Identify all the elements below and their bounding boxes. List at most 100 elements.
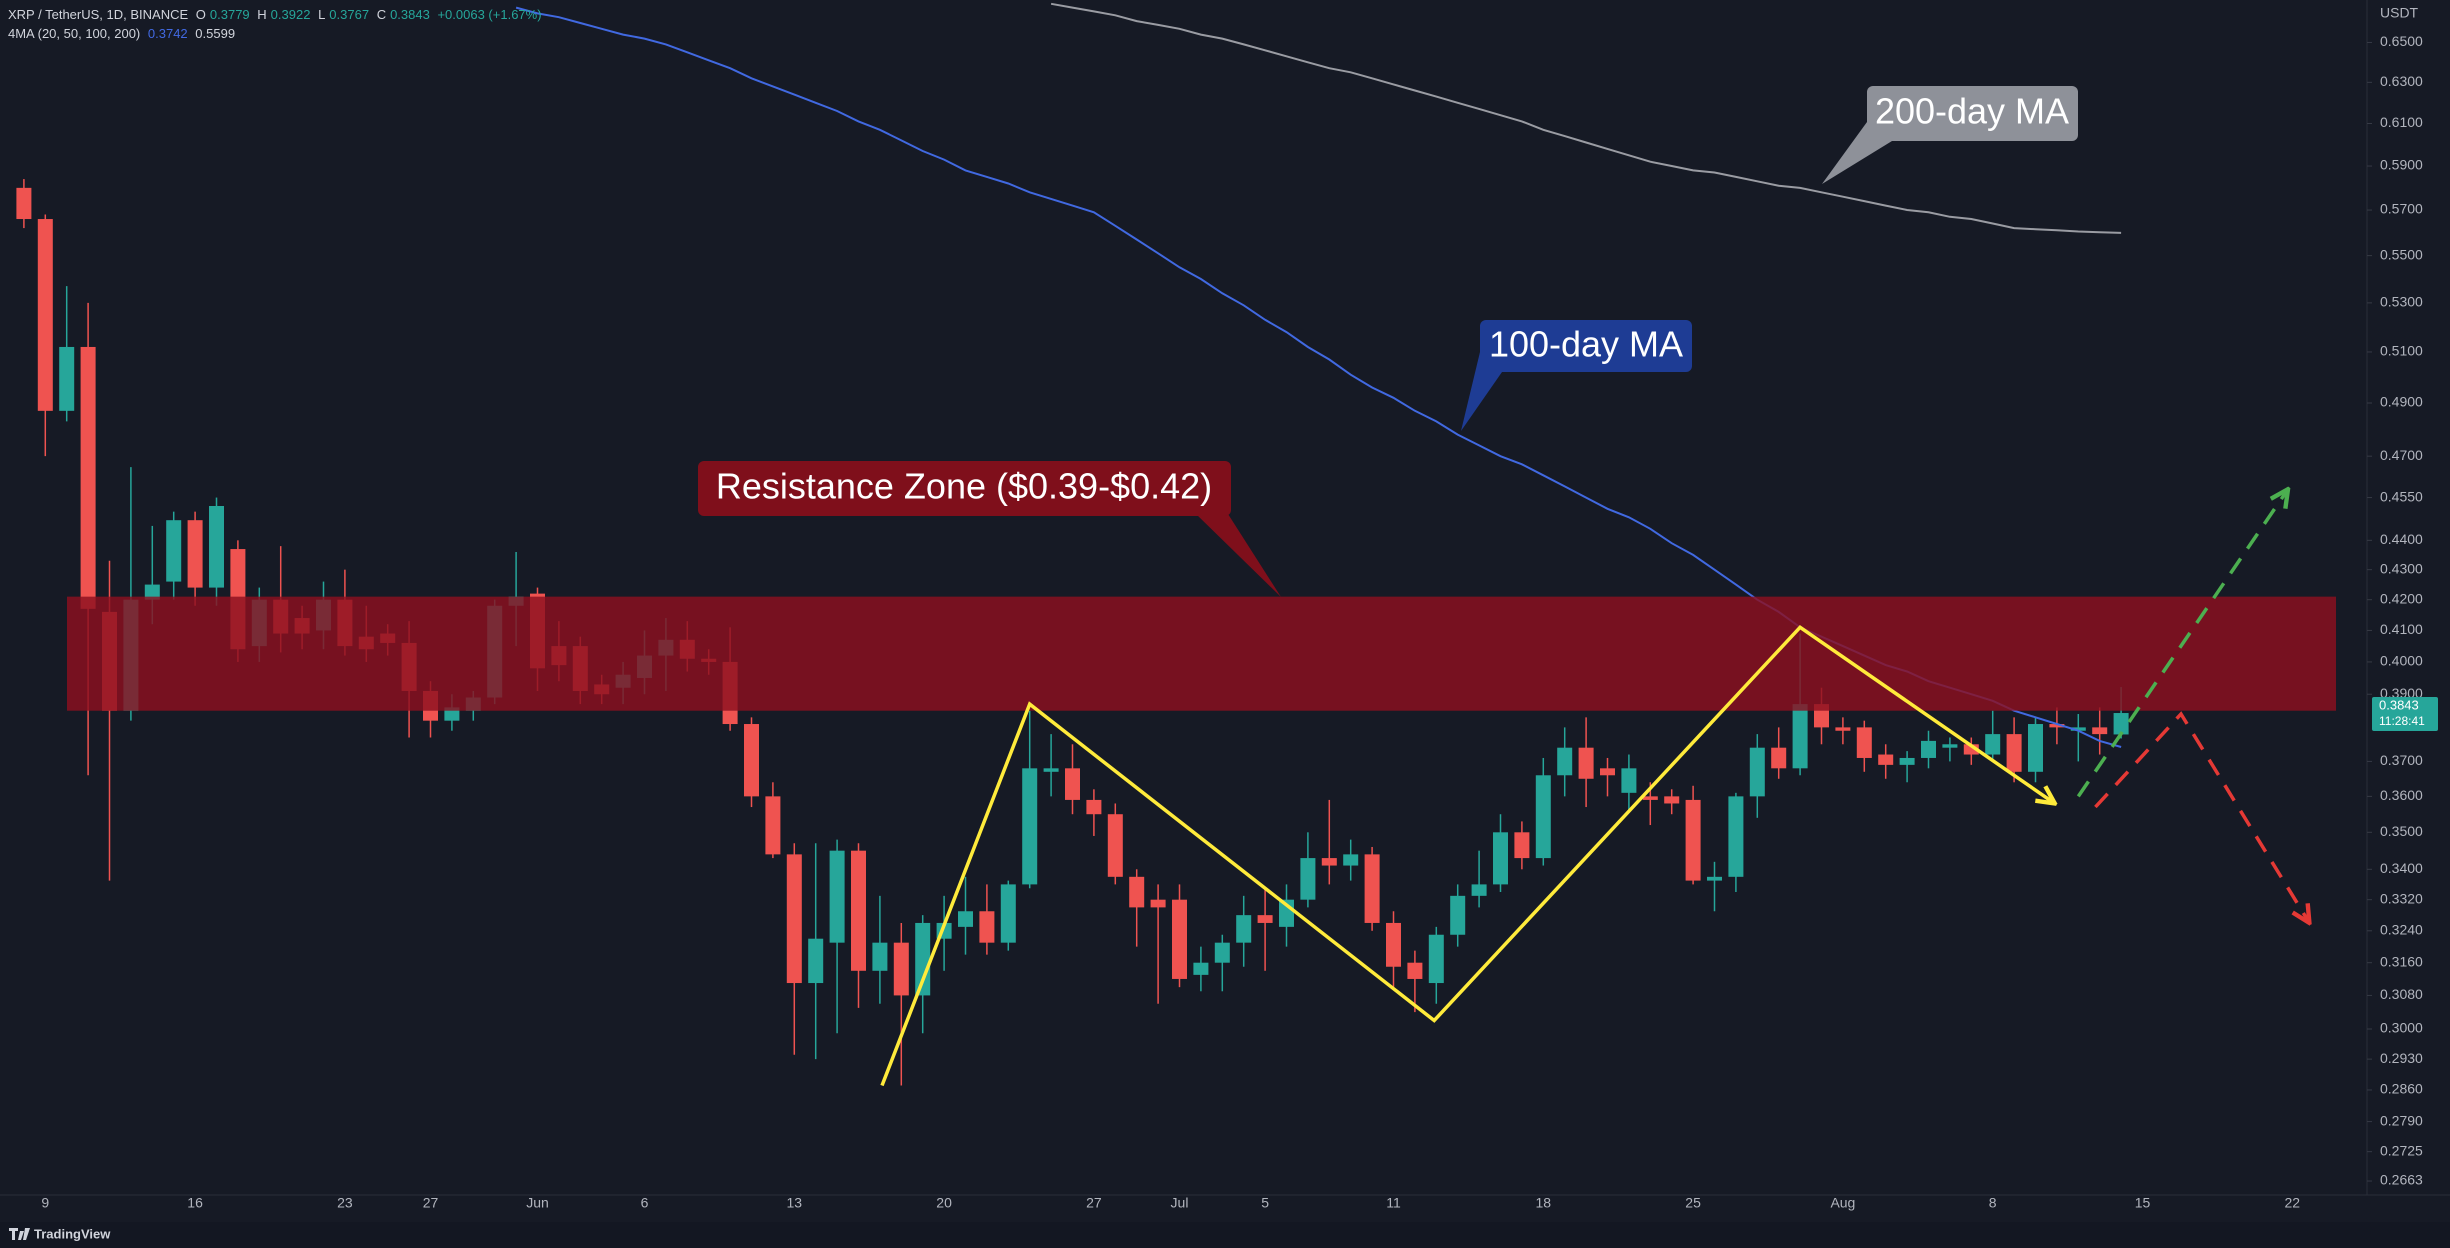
drawing-line [2094, 711, 2309, 923]
callout-label: 100-day MA [1489, 324, 1683, 365]
candle-body [1386, 922, 1401, 967]
candle-body [1428, 934, 1444, 984]
x-tick-label: 6 [641, 1195, 649, 1211]
candle-body [1578, 747, 1594, 779]
candle-body [16, 187, 32, 220]
candle-body [808, 938, 824, 984]
candle-body [2028, 724, 2043, 772]
candle-body [744, 724, 759, 797]
candle-body [1985, 734, 2001, 755]
ma100-callout: 100-day MA [1461, 320, 1692, 431]
legend-header: XRP / TetherUS, 1D, BINANCE O 0.3779 H 0.3… [8, 5, 546, 43]
y-tick-label: 0.3080 [2380, 986, 2423, 1002]
candle-body [1107, 814, 1123, 877]
candle-body [1856, 727, 1872, 758]
ohlc-value: 0.3922 [270, 7, 311, 22]
brand-name: TradingView [34, 1226, 111, 1241]
candle-body [187, 520, 203, 588]
y-tick-label: 0.5300 [2380, 294, 2423, 310]
candle-body [1600, 768, 1615, 776]
candle-body [893, 942, 909, 996]
candle-body [1664, 796, 1680, 804]
candle-body [1150, 899, 1166, 908]
symbol: XRP / TetherUS, 1D, BINANCE [8, 7, 189, 22]
y-tick-label: 0.4000 [2380, 653, 2423, 669]
y-tick-label: 0.3500 [2380, 823, 2423, 839]
candle-body [59, 346, 75, 411]
callout-label: 200-day MA [1875, 91, 2069, 132]
candle-body [1129, 876, 1145, 908]
candle-body [1214, 942, 1230, 963]
candle-body [1364, 854, 1380, 923]
candle-body [1942, 744, 1958, 748]
y-tick-label: 0.3600 [2380, 787, 2423, 803]
x-tick-label: 8 [1989, 1195, 1997, 1211]
candle-body [851, 850, 866, 971]
callout-box [1480, 320, 1692, 372]
callout-box [698, 461, 1231, 516]
candle-body [209, 505, 224, 588]
candle-body [1642, 796, 1658, 800]
ohlc-value: 0.3843 [390, 7, 430, 22]
y-tick-label: 0.5500 [2380, 246, 2423, 262]
ohlc-key: C [376, 7, 387, 22]
y-tick-label: 0.3700 [2380, 752, 2423, 768]
x-tick-label: 27 [423, 1195, 439, 1211]
y-tick-label: 0.5700 [2380, 201, 2423, 217]
candle-body [1086, 799, 1102, 815]
y-tick-label: 0.3240 [2380, 922, 2423, 938]
candle-body [1450, 895, 1466, 935]
y-tick-label: 0.4300 [2380, 560, 2423, 576]
y-tick-label: 0.3000 [2380, 1020, 2423, 1036]
x-tick-label: 5 [1261, 1195, 1269, 1211]
candle-body [1172, 899, 1187, 979]
candle-body [37, 219, 53, 411]
candle-body [2006, 734, 2022, 772]
candle-body [1407, 962, 1423, 979]
currency-label: USDT [2380, 5, 2419, 21]
footer: TradingView [0, 1222, 2450, 1248]
candle-body [1022, 768, 1038, 885]
ma200-callout: 200-day MA [1822, 86, 2078, 184]
x-tick-label: 20 [936, 1195, 952, 1211]
x-tick-label: Aug [1830, 1195, 1855, 1211]
x-tick-label: Jun [526, 1195, 549, 1211]
y-tick-label: 0.4900 [2380, 394, 2423, 410]
y-tick-label: 0.4700 [2380, 447, 2423, 463]
candle-body [958, 911, 973, 927]
ohlc-value: 0.3767 [329, 7, 370, 22]
x-tick-label: 13 [787, 1195, 803, 1211]
candle-body [1535, 775, 1551, 859]
drawing-line [2076, 489, 2288, 798]
ma-value: 0.3742 [147, 26, 188, 41]
callout-box [1867, 86, 2078, 141]
candle-body [1878, 754, 1894, 765]
candle-body [1065, 768, 1080, 800]
candle-body [1621, 768, 1637, 793]
candle-body [1493, 832, 1508, 885]
candle-body [1899, 757, 1915, 765]
y-tick-label: 0.5900 [2380, 157, 2423, 173]
candle-body [765, 796, 781, 855]
axes: USDT 0.6500 0.6300 0.6100 0.5900 0.5700 0.550… [0, 0, 2450, 1211]
candle-body [1193, 962, 1209, 975]
candle-body [1963, 744, 1979, 755]
y-tick-label: 0.2860 [2380, 1081, 2423, 1097]
candle-body [144, 584, 160, 600]
candle-body [1471, 884, 1487, 896]
y-tick-label: 0.2725 [2380, 1142, 2423, 1158]
candle-body [80, 346, 96, 609]
candle-body [1343, 854, 1359, 866]
candle-body [1300, 858, 1316, 900]
ohlc-key: O [195, 7, 206, 22]
resistance-callout: Resistance Zone ($0.39-$0.42) [698, 461, 1281, 597]
indicator-row: 4MA (20, 50, 100, 200) 0.3742 0.5599 [8, 24, 546, 43]
ohlc-key: H [257, 7, 267, 22]
x-tick-label: 18 [1536, 1195, 1552, 1211]
ohlc-key: L [318, 7, 326, 22]
candle-body [1707, 876, 1722, 881]
candle-body [1685, 799, 1701, 881]
candle-body [1835, 727, 1851, 731]
brand-logo [9, 1228, 30, 1240]
